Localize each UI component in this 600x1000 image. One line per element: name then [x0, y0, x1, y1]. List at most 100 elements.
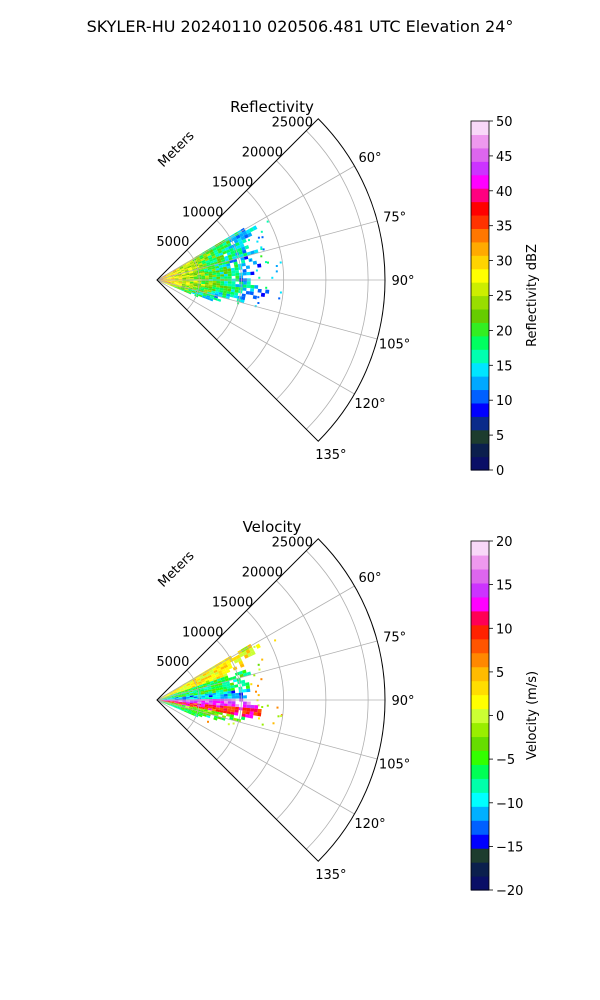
radar-gate [249, 291, 254, 296]
radar-gate [182, 275, 186, 277]
radar-gate [184, 268, 189, 271]
radial-tick-label: 20000 [242, 566, 283, 581]
radar-gate [177, 690, 181, 693]
radar-gate [166, 701, 171, 704]
radar-gate [186, 280, 190, 282]
radar-gate [176, 268, 180, 271]
radar-gate [226, 685, 231, 689]
colorbar-tick-label: 20 [496, 324, 513, 339]
theta-tick-label: 135° [315, 448, 346, 463]
radar-gate [170, 700, 175, 702]
radar-gate [203, 688, 208, 691]
radar-gate [224, 675, 229, 680]
radar-gate [223, 703, 228, 707]
radar-gate [206, 252, 211, 257]
radar-gate [207, 269, 213, 272]
radar-gate [227, 273, 232, 277]
radar-gate [186, 277, 190, 279]
radar-gate [257, 712, 262, 717]
radar-gate [184, 688, 189, 691]
radar-gate [163, 280, 168, 282]
radar-gate [209, 258, 214, 262]
theta-tick-label: 90° [391, 274, 414, 289]
radar-gate [166, 281, 171, 284]
radar-gate [243, 695, 247, 699]
radar-gate [188, 268, 193, 271]
radar-gate [250, 284, 255, 289]
radar-gate [182, 701, 187, 703]
radar-gate [222, 684, 227, 688]
radar-gate [191, 710, 196, 714]
radar-gate [163, 278, 168, 280]
radar-gate [204, 704, 209, 707]
radar-gate [163, 279, 168, 280]
radar-gate [182, 282, 187, 284]
radar-gate [242, 710, 247, 715]
radar-gate [166, 703, 171, 705]
radar-gate [180, 288, 185, 291]
radar-gate [163, 700, 168, 702]
radar-gate [227, 706, 232, 710]
radar-gate [173, 286, 178, 289]
radar-gate [167, 281, 171, 283]
radar-gate [196, 258, 201, 262]
radar-gate [209, 678, 214, 682]
radar-gate [236, 244, 241, 250]
radar-speckle [207, 720, 209, 723]
radar-gate [166, 277, 171, 279]
colorbar-segment [471, 416, 489, 431]
radar-gate [215, 289, 220, 293]
radar-gate [223, 705, 228, 709]
radar-gate [193, 705, 198, 708]
radar-gate [182, 276, 187, 278]
radar-gate [228, 665, 233, 670]
radar-gate [176, 269, 181, 272]
radar-gate [205, 277, 209, 280]
radar-gate [219, 271, 224, 275]
radar-gate [170, 697, 175, 699]
radar-gate [178, 280, 183, 282]
radar-gate [162, 276, 167, 278]
radar-gate [231, 283, 236, 287]
radar-gate [189, 282, 194, 285]
radar-gate [192, 270, 197, 273]
radar-gate [200, 269, 205, 272]
radar-speckle [277, 715, 280, 718]
radar-gate [177, 274, 182, 276]
radar-gate [162, 276, 167, 278]
radar-gate [215, 253, 220, 258]
radar-gate [193, 704, 198, 707]
radar-speckle [265, 261, 267, 264]
radar-gate [170, 701, 175, 703]
radar-gate [170, 274, 174, 276]
radar-gate [215, 707, 220, 710]
radar-gate [246, 688, 251, 693]
radar-gate [174, 275, 179, 277]
radar-gate [195, 256, 200, 260]
radar-gate [174, 277, 179, 279]
colorbar-segment [471, 610, 489, 626]
radar-gate [182, 684, 187, 687]
radar-gate [199, 265, 204, 269]
radar-gate [206, 295, 211, 299]
radar-gate [231, 281, 236, 285]
radar-gate [173, 271, 178, 274]
angular-gridline [156, 640, 378, 701]
radar-gate [207, 288, 213, 291]
radar-gate [235, 284, 240, 288]
radar-gate [167, 701, 171, 703]
radar-gate [226, 251, 232, 256]
colorbar-tick-label: 20 [496, 535, 513, 550]
colorbar-segment [471, 806, 489, 821]
radar-gate [180, 287, 185, 290]
radar-gate [186, 697, 190, 699]
colorbar-tick-label: 15 [496, 579, 513, 594]
radar-gate [246, 281, 251, 285]
radar-gate [170, 697, 175, 699]
radar-gate [241, 262, 246, 267]
radar-gate [186, 684, 191, 688]
radar-gate [174, 700, 179, 702]
radar-gate [222, 686, 228, 690]
radar-gate [189, 284, 194, 286]
radar-gate [162, 702, 167, 704]
